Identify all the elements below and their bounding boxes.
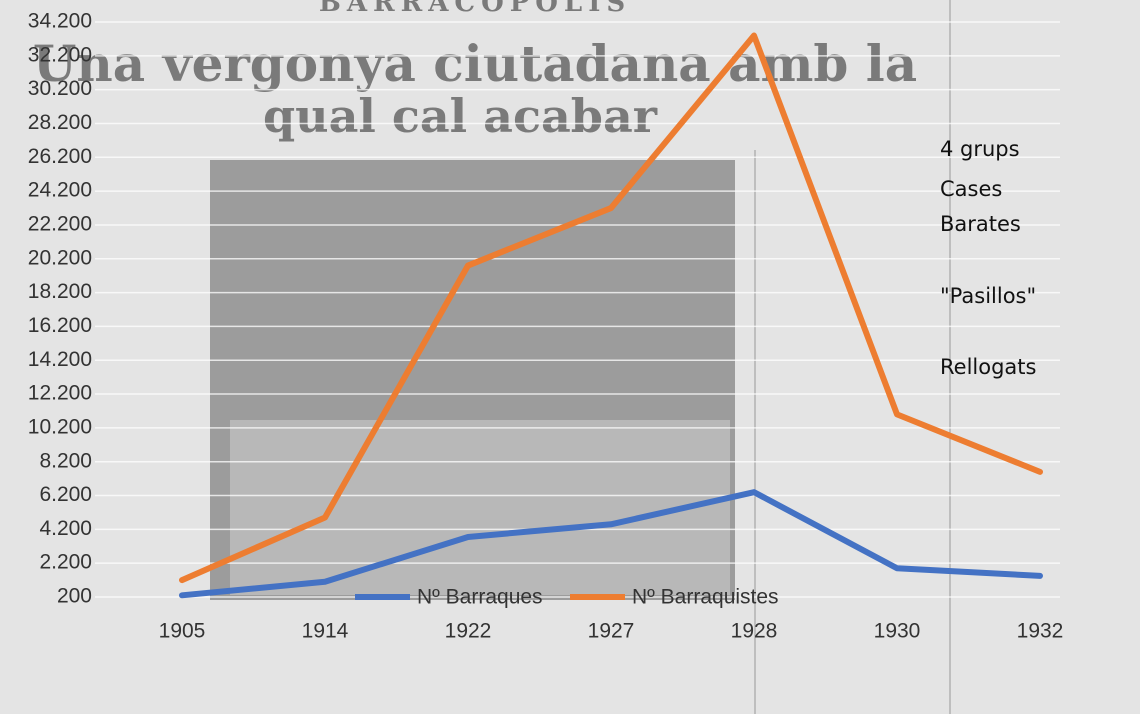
chart: BARRACOPOLIS Una vergonya ciutadana amb … xyxy=(0,0,1140,714)
y-tick-label: 4.200 xyxy=(39,517,92,540)
y-tick-label: 22.200 xyxy=(28,212,92,235)
x-tick-label: 1922 xyxy=(445,620,492,643)
y-tick-label: 2.200 xyxy=(39,551,92,574)
y-tick-label: 6.200 xyxy=(39,483,92,506)
newspaper-photo-ground xyxy=(230,420,730,595)
y-tick-label: 28.200 xyxy=(28,111,92,134)
x-tick-label: 1928 xyxy=(731,620,778,643)
y-tick-label: 32.200 xyxy=(28,43,92,66)
x-tick-label: 1930 xyxy=(874,620,921,643)
annotation: Barates xyxy=(940,212,1021,236)
annotation: "Pasillos" xyxy=(940,284,1036,308)
y-tick-label: 24.200 xyxy=(28,179,92,202)
x-tick-label: 1927 xyxy=(588,620,635,643)
legend-label: Nº Barraquistes xyxy=(632,586,779,609)
y-tick-label: 34.200 xyxy=(28,10,92,33)
y-tick-label: 16.200 xyxy=(28,314,92,337)
annotation: Cases xyxy=(940,177,1002,201)
y-tick-label: 12.200 xyxy=(28,382,92,405)
y-tick-label: 30.200 xyxy=(28,77,92,100)
annotation: 4 grups xyxy=(940,137,1020,161)
y-tick-label: 20.200 xyxy=(28,246,92,269)
x-tick-label: 1905 xyxy=(159,620,206,643)
y-tick-label: 200 xyxy=(57,585,92,608)
y-tick-label: 14.200 xyxy=(28,348,92,371)
page: {"header": {"masthead": "BARRACOPOLIS", … xyxy=(0,0,1140,714)
x-tick-label: 1914 xyxy=(302,620,349,643)
headline: qual cal acabar xyxy=(263,89,658,143)
y-tick-label: 8.200 xyxy=(39,449,92,472)
headline: Una vergonya ciutadana amb la xyxy=(33,34,917,93)
y-tick-label: 26.200 xyxy=(28,145,92,168)
legend-label: Nº Barraques xyxy=(417,586,543,609)
annotation: Rellogats xyxy=(940,355,1036,379)
x-tick-label: 1932 xyxy=(1017,620,1064,643)
y-tick-label: 10.200 xyxy=(28,415,92,438)
y-tick-label: 18.200 xyxy=(28,280,92,303)
masthead: BARRACOPOLIS xyxy=(319,0,631,18)
